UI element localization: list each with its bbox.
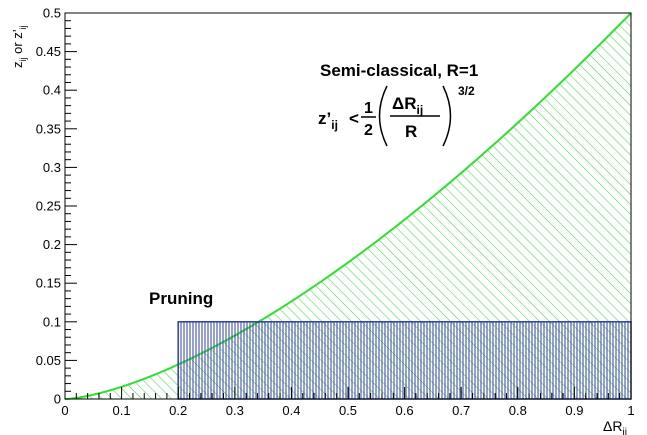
x-tick-label: 0.2: [169, 403, 187, 418]
y-tick-label: 0.5: [43, 6, 61, 21]
x-tick-label: 0.3: [226, 403, 244, 418]
formula-inner-den: R: [405, 122, 417, 141]
y-tick-label: 0.35: [36, 121, 61, 136]
x-tick-label: 0.7: [452, 403, 470, 418]
y-tick-label: 0.25: [36, 199, 61, 214]
y-tick-label: 0.15: [36, 276, 61, 291]
formula-left-paren: [378, 85, 388, 147]
y-tick-label: 0.1: [43, 314, 61, 329]
y-tick-label: 0.4: [43, 83, 61, 98]
x-tick-label: 0.4: [282, 403, 300, 418]
formula-exponent: 3/2: [458, 84, 475, 98]
y-tick-label: 0.2: [43, 237, 61, 252]
formula-right-paren: [442, 85, 452, 147]
x-axis-title: ΔRij: [603, 418, 627, 435]
y-tick-label: 0.45: [36, 44, 61, 59]
y-tick-label: 0.05: [36, 353, 61, 368]
formula-inner-num: ΔRij: [392, 94, 423, 117]
formula-frac-num: 1: [364, 100, 373, 117]
semi-classical-label: Semi-classical, R=1: [320, 61, 478, 80]
formula-lhs: z’ij: [318, 109, 338, 132]
pruning-label: Pruning: [149, 289, 213, 308]
formula-frac-den: 2: [364, 122, 373, 139]
formula: z’ij < 1 2 ΔRij R 3/2: [318, 84, 475, 147]
semi-classical-curve: [64, 12, 632, 400]
x-tick-label: 0: [61, 403, 68, 418]
x-tick-label: 0.1: [113, 403, 131, 418]
y-tick-label: 0.3: [43, 160, 61, 175]
x-tick-label: 1: [627, 403, 634, 418]
x-tick-label: 0.8: [509, 403, 527, 418]
x-tick-label: 0.9: [565, 403, 583, 418]
formula-op: <: [349, 109, 359, 128]
pruning-area: [178, 321, 631, 399]
semi-classical-area: [65, 13, 631, 399]
x-tick-label: 0.6: [396, 403, 414, 418]
x-tick-label: 0.5: [339, 403, 357, 418]
y-tick-label: 0: [54, 392, 61, 407]
y-axis-title: zij or z’ij: [10, 25, 28, 68]
